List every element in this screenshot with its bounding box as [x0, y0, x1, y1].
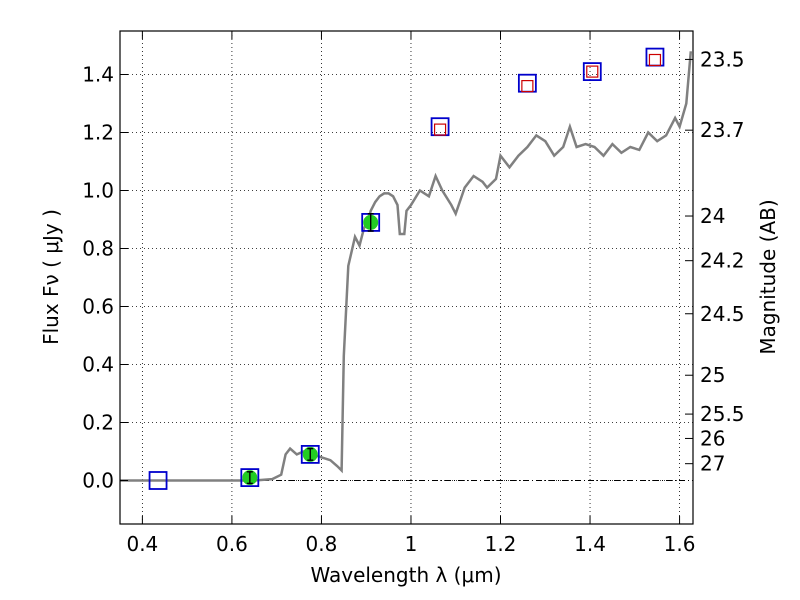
right-tick-label: 25 — [700, 363, 725, 387]
x-tick-label: 0.8 — [306, 532, 338, 556]
y-tick-label: 1.4 — [82, 63, 114, 87]
right-tick-label: 26 — [700, 426, 725, 450]
right-tick-label: 23.5 — [700, 47, 745, 71]
filter-box — [300, 444, 320, 464]
right-tick-label: 24.2 — [700, 249, 745, 273]
right-axis-title: Magnitude (AB) — [756, 199, 780, 354]
x-tick-label: 1.6 — [664, 532, 696, 556]
model-box — [586, 65, 599, 78]
right-tick-label: 24.5 — [700, 302, 745, 326]
y-tick-label: 0.8 — [82, 237, 114, 261]
right-tick-label: 23.7 — [700, 118, 745, 142]
axis-ticks: 0.4 0.6 0.8 1 1.2 1.4 1.6 0.0 0.2 0.4 0.6 0.8 1.0 1.2… — [82, 31, 745, 556]
y-tick-label: 0.6 — [82, 295, 114, 319]
x-axis-title: Wavelength λ (μm) — [310, 563, 501, 587]
plot-background — [120, 31, 693, 524]
y-tick-label: 1.0 — [82, 179, 114, 203]
y-axis-title: Flux Fν ( μJy ) — [39, 209, 63, 345]
filter-box — [582, 62, 602, 81]
data-points — [148, 47, 665, 490]
right-tick-label: 24 — [700, 204, 725, 228]
model-box — [648, 53, 662, 67]
filter-box — [148, 471, 168, 490]
y-tick-label: 0.4 — [82, 353, 114, 377]
y-tick-label: 1.2 — [82, 121, 114, 145]
x-tick-label: 1.2 — [485, 532, 517, 556]
model-spectrum-line — [120, 51, 693, 482]
y-tick-label: 0.2 — [82, 411, 114, 435]
right-tick-label: 25.5 — [700, 402, 745, 426]
x-tick-label: 0.6 — [216, 532, 248, 556]
right-tick-label: 27 — [700, 452, 725, 476]
model-box — [521, 79, 534, 93]
y-tick-label: 0.0 — [82, 469, 114, 493]
x-tick-label: 1.4 — [574, 532, 606, 556]
plot-frame — [119, 30, 694, 525]
model-box — [433, 123, 447, 136]
x-tick-label: 1 — [405, 532, 418, 556]
x-tick-label: 0.4 — [126, 532, 158, 556]
filter-box — [240, 468, 260, 488]
